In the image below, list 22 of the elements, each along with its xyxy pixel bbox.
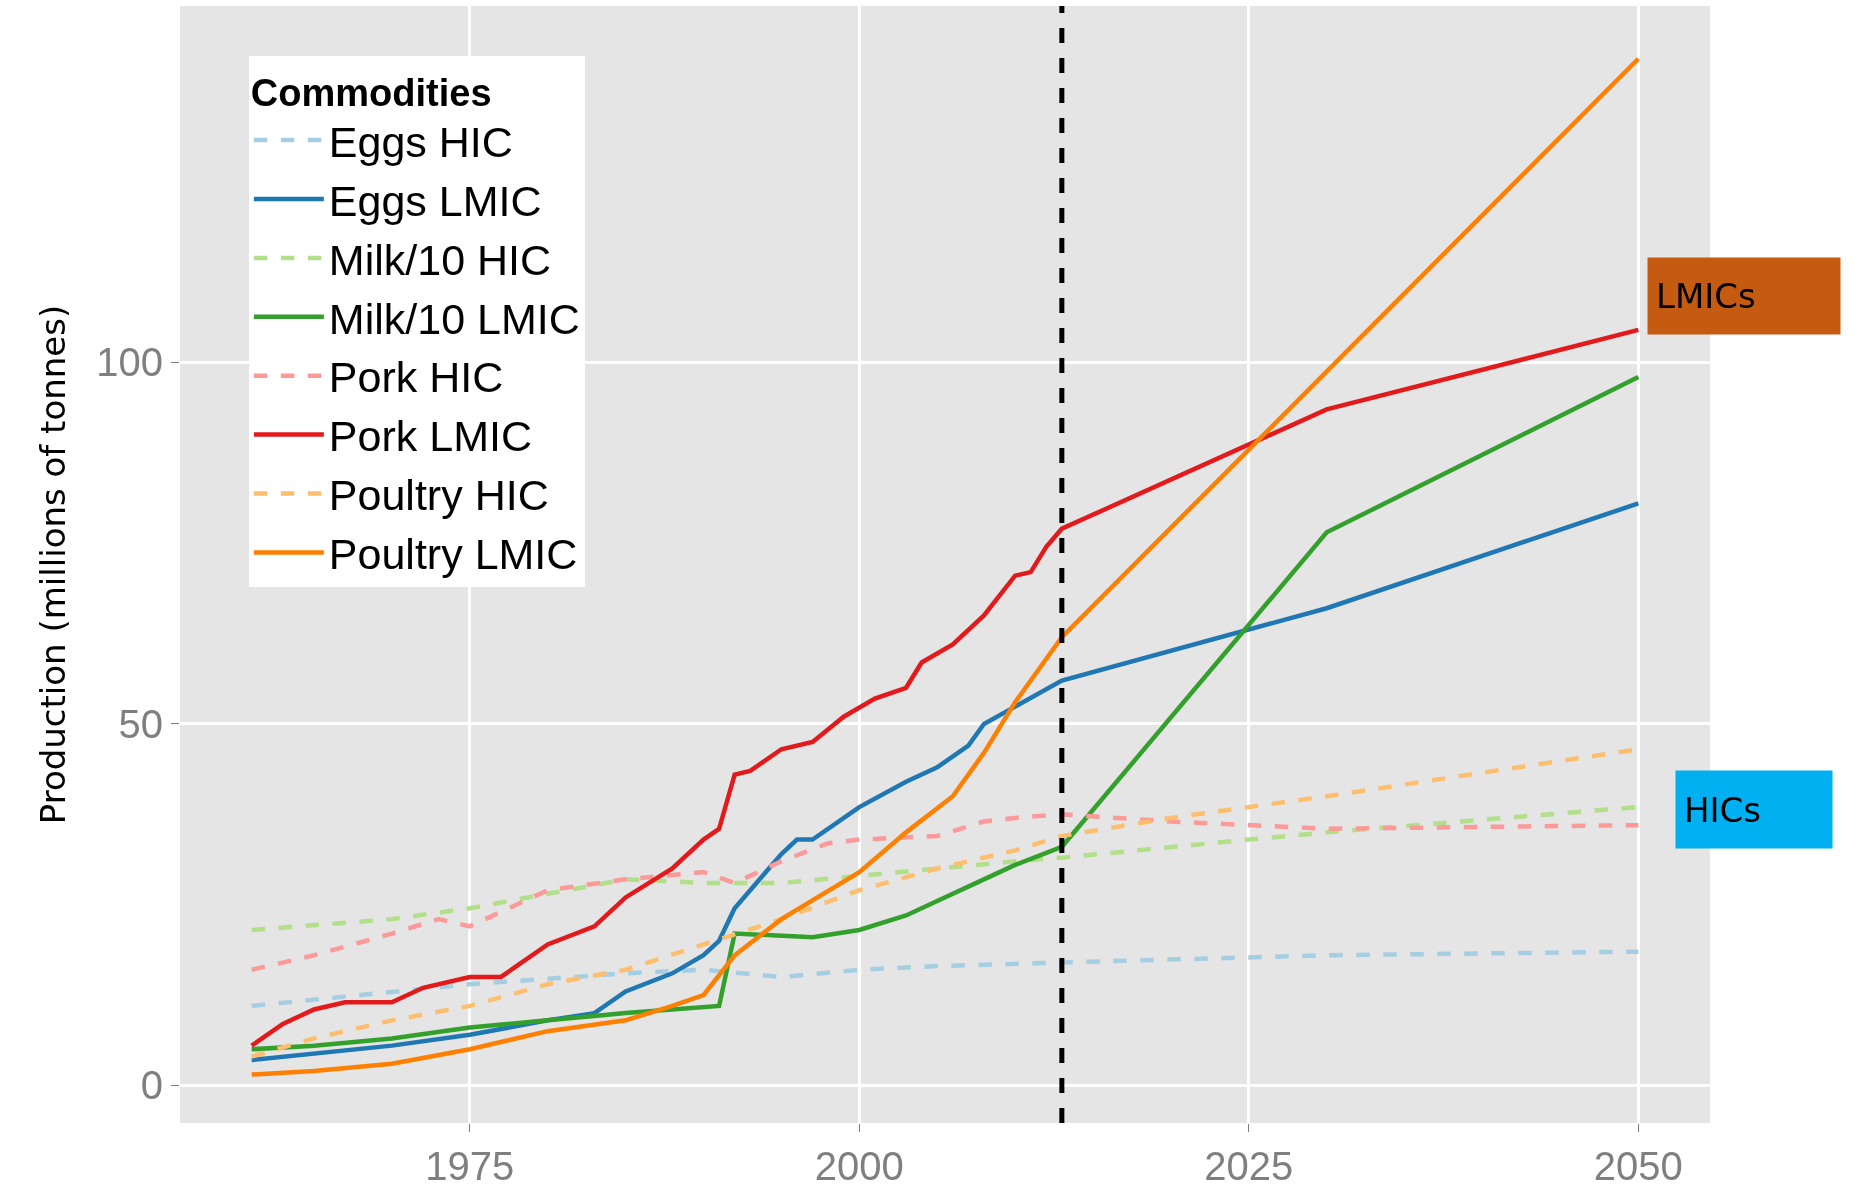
annotation: LMICs xyxy=(1656,276,1756,316)
line-series xyxy=(249,949,1641,1009)
legend-title: Commodities xyxy=(250,71,492,114)
legend-label: Pork LMIC xyxy=(328,412,532,461)
line-series xyxy=(249,56,1641,1077)
legend-label: Milk/10 LMIC xyxy=(328,294,580,343)
x-tick-label: 2000 xyxy=(814,1144,904,1188)
x-tick-label: 2050 xyxy=(1593,1144,1683,1188)
y-tick-label: 100 xyxy=(96,340,163,385)
line-series xyxy=(249,812,1641,972)
legend-label: Poultry HIC xyxy=(328,471,549,520)
legend-label: Eggs HIC xyxy=(328,117,513,166)
legend-label: Milk/10 HIC xyxy=(328,235,552,284)
legend-label: Eggs LMIC xyxy=(328,176,542,225)
annotation: HICs xyxy=(1684,789,1762,830)
x-tick-label: 1975 xyxy=(425,1144,515,1188)
y-tick-label: 0 xyxy=(140,1063,163,1108)
legend-label: Poultry LMIC xyxy=(328,530,578,579)
y-tick-label: 50 xyxy=(118,701,163,746)
y-axis-title: Production (millions of tonnes) xyxy=(32,304,73,825)
x-tick-label: 2025 xyxy=(1204,1144,1294,1188)
legend-label: Pork HIC xyxy=(328,353,504,402)
